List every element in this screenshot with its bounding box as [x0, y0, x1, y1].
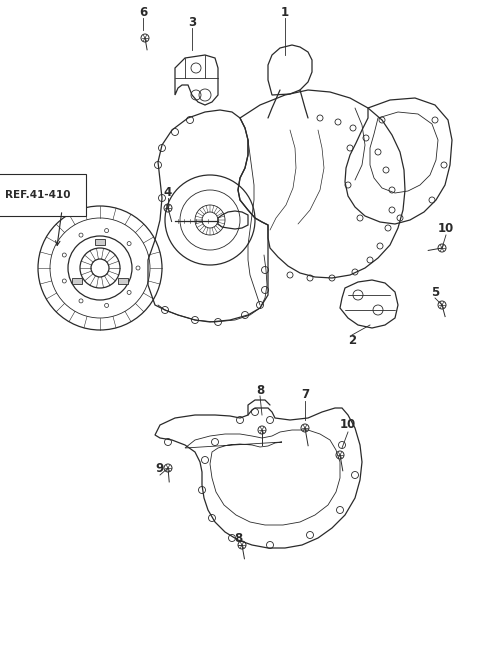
Text: 8: 8 — [234, 532, 242, 545]
Text: 1: 1 — [281, 5, 289, 18]
Text: 3: 3 — [188, 16, 196, 29]
Text: 7: 7 — [301, 389, 309, 402]
Text: 4: 4 — [164, 185, 172, 199]
Text: REF.41-410: REF.41-410 — [5, 190, 71, 200]
Bar — [118, 278, 128, 284]
Text: 2: 2 — [348, 334, 356, 347]
Text: 9: 9 — [156, 462, 164, 475]
Text: 10: 10 — [340, 419, 356, 432]
Text: 6: 6 — [139, 5, 147, 18]
Text: 10: 10 — [438, 221, 454, 234]
Bar — [95, 239, 105, 245]
Bar — [72, 278, 83, 284]
Text: 8: 8 — [256, 383, 264, 396]
Text: 5: 5 — [431, 285, 439, 298]
